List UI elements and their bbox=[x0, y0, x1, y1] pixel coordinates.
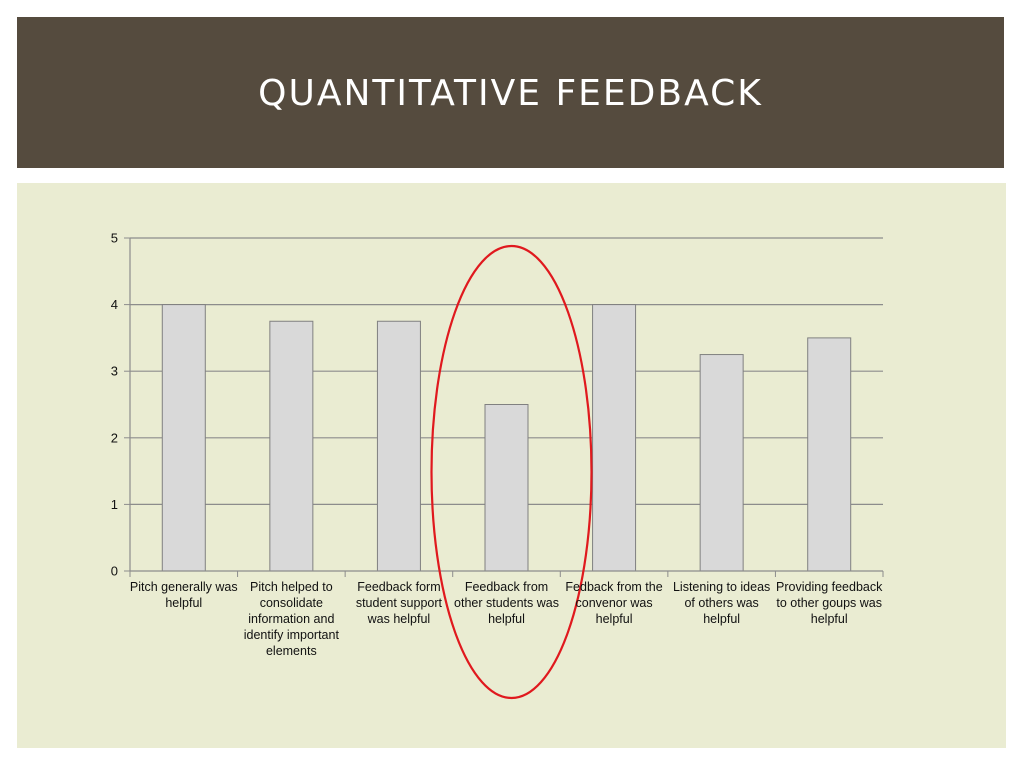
bar bbox=[161, 304, 206, 572]
gridlines bbox=[124, 237, 883, 572]
x-tick-label: Feedback form student support was helpfu… bbox=[355, 580, 442, 626]
bar bbox=[592, 304, 637, 572]
bars bbox=[161, 304, 852, 572]
y-tick-label: 4 bbox=[111, 297, 118, 312]
slide-header: QUANTITATIVE FEEDBACK bbox=[17, 17, 1004, 168]
bar bbox=[269, 320, 314, 572]
y-tick-labels: 0 1 2 3 4 5 bbox=[111, 231, 118, 579]
y-tick-label: 1 bbox=[111, 497, 118, 512]
x-tick-label: Pitch generally was helpful bbox=[129, 580, 238, 610]
x-tick-label: Fedback from the convenor was helpful bbox=[565, 580, 663, 626]
bar bbox=[699, 354, 744, 572]
bar-chart: 0 1 2 3 4 5 bbox=[111, 231, 884, 700]
x-tick-label: Providing feedback to other goups was he… bbox=[776, 580, 883, 626]
slide-title: QUANTITATIVE FEEDBACK bbox=[258, 72, 763, 114]
chart-panel: 0 1 2 3 4 5 Pitch generally was helpful Pitch … bbox=[17, 183, 1006, 748]
bar bbox=[376, 320, 421, 572]
y-tick-label: 5 bbox=[111, 231, 118, 246]
axes bbox=[129, 238, 884, 577]
bar bbox=[484, 404, 529, 572]
highlight-annotation bbox=[430, 244, 593, 700]
x-tick-label: Listening to ideas of others was helpful bbox=[672, 580, 771, 626]
x-tick-label: Feedback from other students was helpful bbox=[454, 580, 559, 626]
bar bbox=[807, 337, 852, 572]
y-tick-label: 2 bbox=[111, 430, 118, 445]
y-tick-label: 0 bbox=[111, 564, 118, 579]
x-tick-label: Pitch helped to consolidate information … bbox=[243, 580, 339, 658]
highlight-ellipse bbox=[430, 244, 593, 700]
y-tick-label: 3 bbox=[111, 364, 118, 379]
